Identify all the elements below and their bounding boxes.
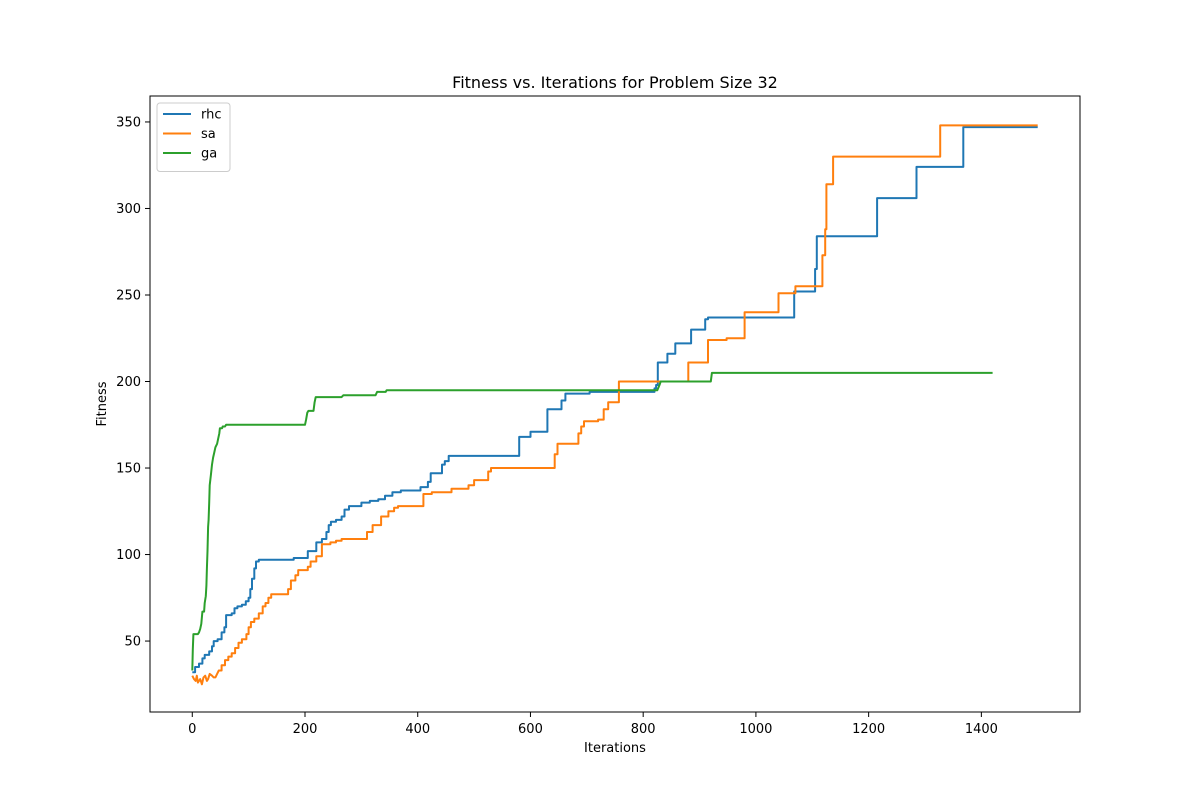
plot-area bbox=[191, 124, 1038, 686]
legend: rhc sa ga bbox=[156, 102, 231, 172]
series-line-ga bbox=[191, 371, 993, 671]
legend-label-rhc: rhc bbox=[201, 108, 222, 123]
y-tick-label: 350 bbox=[116, 115, 141, 130]
x-tick-label: 0 bbox=[188, 722, 196, 737]
x-axis-label: Iterations bbox=[584, 741, 646, 756]
x-axis: 0 200 400 600 800 1000 1200 1400 bbox=[188, 712, 998, 737]
y-axis: 50 100 150 200 250 300 350 bbox=[116, 115, 150, 650]
x-tick-label: 800 bbox=[631, 722, 656, 737]
y-tick-label: 50 bbox=[124, 635, 141, 650]
y-tick-label: 300 bbox=[116, 202, 141, 217]
series-line-rhc bbox=[192, 126, 1038, 674]
legend-box bbox=[156, 102, 231, 172]
y-tick-label: 250 bbox=[116, 288, 141, 303]
legend-label-sa: sa bbox=[201, 127, 216, 142]
x-tick-label: 1200 bbox=[852, 722, 885, 737]
y-tick-label: 150 bbox=[116, 462, 141, 477]
x-tick-label: 400 bbox=[405, 722, 430, 737]
x-tick-label: 1400 bbox=[965, 722, 998, 737]
x-tick-label: 200 bbox=[293, 722, 318, 737]
series-line-sa bbox=[191, 124, 1038, 686]
y-axis-label: Fitness bbox=[95, 381, 110, 426]
legend-label-ga: ga bbox=[201, 147, 217, 162]
y-tick-label: 200 bbox=[116, 375, 141, 390]
plot-frame bbox=[149, 95, 1081, 713]
x-tick-label: 600 bbox=[518, 722, 543, 737]
x-tick-label: 1000 bbox=[739, 722, 772, 737]
y-tick-label: 100 bbox=[116, 548, 141, 563]
chart-title: Fitness vs. Iterations for Problem Size … bbox=[452, 73, 778, 92]
